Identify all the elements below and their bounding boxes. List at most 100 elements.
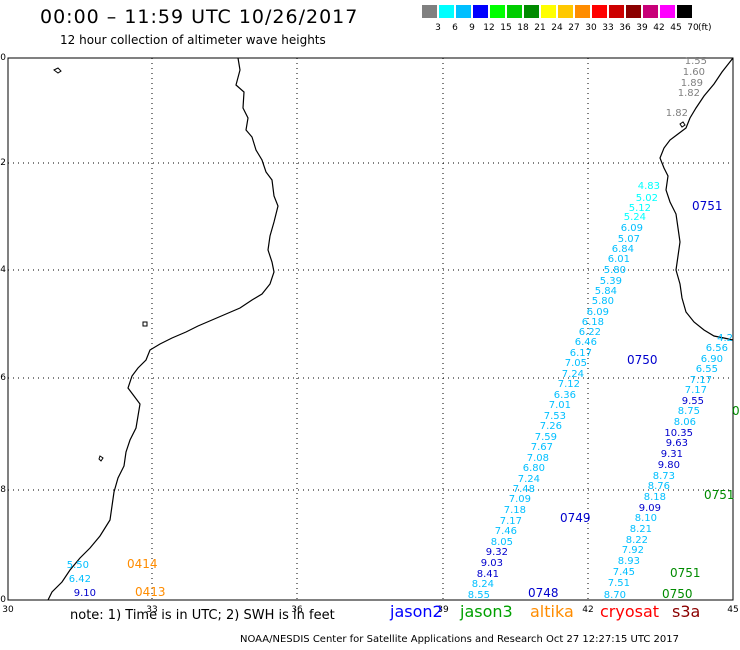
wave-height-label: 7.59 (535, 432, 557, 443)
wave-height-label: 6.01 (608, 254, 630, 265)
wave-height-label: 8.73 (653, 471, 675, 482)
wave-height-label: 8.41 (477, 569, 499, 580)
wave-height-label: 10.35 (664, 428, 693, 439)
legend-unit: (ft) (698, 23, 712, 33)
map-title: 00:00 – 11:59 UTC 10/26/2017 (40, 6, 359, 28)
wave-height-label: 8.55 (468, 590, 490, 601)
y-tick-label: -24 (0, 265, 6, 275)
wave-height-label: 5.80 (592, 296, 614, 307)
wave-height-label: 5.12 (629, 203, 651, 214)
wave-height-label: 7.12 (558, 379, 580, 390)
wave-height-label: 6.90 (701, 354, 723, 365)
grid-lines (8, 58, 733, 600)
wave-height-label: 7.26 (540, 421, 562, 432)
wave-height-label: 7.45 (613, 567, 635, 578)
wave-height-label: 5.24 (624, 212, 646, 223)
x-tick-label: 33 (146, 605, 157, 615)
wave-height-label: 6.55 (696, 364, 718, 375)
island-1 (53, 67, 62, 74)
legend-label: 30 (585, 23, 597, 33)
wave-height-label: 7.48 (513, 484, 535, 495)
legend-label: 15 (500, 23, 512, 33)
pass-time-label: 0750 (662, 587, 693, 601)
legend-label: 45 (670, 23, 682, 33)
x-tick-label: 39 (437, 605, 449, 615)
pass-time-label: 0749 (560, 511, 591, 525)
wave-height-label: 1.60 (683, 67, 705, 78)
wave-height-label: 7.17 (685, 385, 707, 396)
wave-height-label: 8.24 (472, 579, 494, 590)
legend-swatch (660, 5, 675, 18)
wave-height-label: 8.21 (630, 524, 652, 535)
wave-height-label: 5.50 (67, 560, 89, 571)
wave-height-label: 9.80 (658, 460, 680, 471)
legend-swatch (558, 5, 573, 18)
wave-height-label: 8.05 (491, 537, 513, 548)
wave-height-label: 6.46 (575, 337, 597, 348)
wave-height-label: 6.56 (706, 343, 728, 354)
legend-label: 18 (517, 23, 529, 33)
pass-time-label: 0413 (135, 585, 166, 599)
legend-swatch (473, 5, 488, 18)
legend-swatch (439, 5, 454, 18)
wave-height-label: 1.55 (685, 56, 707, 67)
wave-height-label: 9.09 (639, 503, 661, 514)
wave-height-label: 8.70 (604, 590, 626, 601)
legend-label: 36 (619, 23, 631, 33)
legend-swatch (677, 5, 692, 18)
y-tick-label: -20 (0, 53, 6, 63)
legend-label: 6 (452, 23, 458, 33)
wave-height-label: 5.07 (618, 234, 640, 245)
map-frame (7, 57, 734, 601)
y-tick-label: -26 (0, 373, 6, 383)
wave-height-label: 6.84 (612, 244, 634, 255)
coastline-west (47, 57, 279, 601)
legend-label: 24 (551, 23, 563, 33)
satellite-name: cryosat (600, 602, 660, 621)
wave-height-label: 4.83 (638, 181, 660, 192)
pass-time-label: 0748 (528, 586, 559, 600)
satellite-name: s3a (672, 602, 701, 621)
legend-swatch (456, 5, 471, 18)
pass-time-label: 0751 (692, 199, 723, 213)
legend-label: 21 (534, 23, 546, 33)
legend-swatch (626, 5, 641, 18)
legend-swatch (524, 5, 539, 18)
wave-height-label: 8.22 (626, 535, 648, 546)
wave-height-label: 7.17 (690, 375, 712, 386)
wave-height-label: 9.31 (661, 449, 683, 460)
legend-label: 27 (568, 23, 580, 33)
wave-height-label: 9.63 (666, 438, 688, 449)
time-labels: 0751 0750 0749 0748 07 0751 0751 0750 0414 0413 (127, 199, 740, 601)
legend-swatch (490, 5, 505, 18)
wave-height-label: 7.01 (549, 400, 571, 411)
legend-label: 3 (435, 23, 441, 33)
wave-height-label: 7.17 (500, 516, 522, 527)
legend-label: 9 (469, 23, 475, 33)
x-tick-label: 30 (2, 605, 14, 615)
pass-time-label: 0751 (704, 488, 735, 502)
wave-height-label: 6.42 (69, 574, 91, 585)
wave-height-label: 8.76 (648, 481, 670, 492)
island-3 (98, 455, 104, 462)
legend-label: 33 (602, 23, 614, 33)
satellite-name: jason2 (390, 602, 443, 621)
x-tick-label: 36 (291, 605, 303, 615)
map-subtitle: 12 hour collection of altimeter wave hei… (60, 33, 326, 47)
satellite-name: altika (530, 602, 574, 621)
wave-height-label: 1.89 (681, 78, 703, 89)
wave-height-label: 9.03 (481, 558, 503, 569)
track-labels: 1.551.601.891.821.824.835.025.125.246.09… (67, 56, 733, 601)
wave-height-label: 5.39 (600, 276, 622, 287)
wave-height-label: 6.80 (523, 463, 545, 474)
x-tick-label: 42 (582, 605, 593, 615)
wave-height-label: 9.55 (682, 396, 704, 407)
wave-height-label: 6.18 (582, 317, 604, 328)
wave-height-label: 8.75 (678, 406, 700, 417)
wave-height-label: 8.06 (674, 417, 696, 428)
wave-height-label: 4.2 (717, 333, 733, 344)
wave-height-label: 7.08 (527, 453, 549, 464)
wave-height-label: 7.51 (608, 578, 630, 589)
pass-time-label: 07 (732, 404, 740, 418)
wave-height-label: 7.67 (531, 442, 553, 453)
